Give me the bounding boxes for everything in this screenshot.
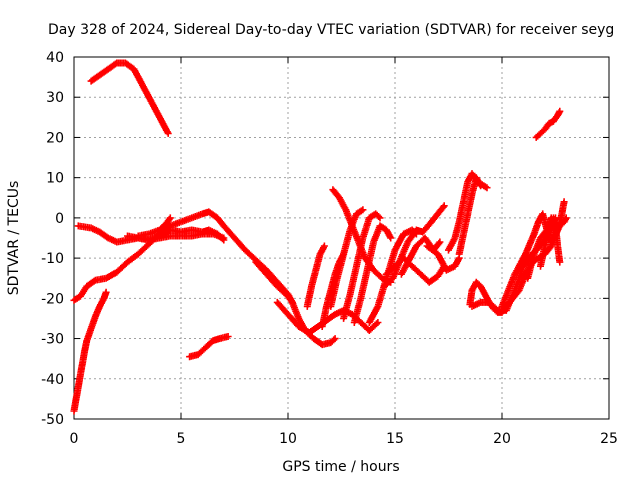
series-s23 xyxy=(455,174,485,258)
data-point-marks xyxy=(532,107,564,141)
series-s1 xyxy=(87,59,172,137)
series-s2 xyxy=(70,288,110,415)
x-tick-label: 25 xyxy=(600,431,618,447)
plot-frame xyxy=(73,56,610,420)
data-point-marks xyxy=(382,254,448,286)
x-tick-label: 15 xyxy=(386,431,404,447)
series-s30 xyxy=(532,107,564,141)
data-point-marks xyxy=(87,59,172,137)
y-tick-label: 0 xyxy=(55,211,64,227)
y-axis-label: SDTVAR / TECUs xyxy=(6,181,22,296)
x-tick-label: 20 xyxy=(493,431,511,447)
series-s7 xyxy=(186,333,232,361)
y-tick-label: -20 xyxy=(41,291,64,307)
series-s26 xyxy=(498,230,538,310)
data-point-marks xyxy=(303,242,328,310)
y-tick-label: 40 xyxy=(46,50,64,66)
data-point-marks xyxy=(350,222,395,326)
series-s17 xyxy=(329,186,395,286)
data-point-marks xyxy=(329,186,395,286)
series-s6 xyxy=(134,214,174,240)
data-point-marks xyxy=(530,210,570,246)
chart-title: Day 328 of 2024, Sidereal Day-to-day VTE… xyxy=(48,22,614,38)
x-tick-label: 5 xyxy=(177,431,186,447)
series-s8 xyxy=(252,258,296,306)
data-point-marks xyxy=(455,174,485,258)
y-tick-label: -30 xyxy=(41,332,64,348)
series-s21 xyxy=(423,242,463,274)
series-s29 xyxy=(530,210,570,246)
data-point-marks xyxy=(70,208,296,306)
y-tick-label: -40 xyxy=(41,372,64,388)
data-point-marks xyxy=(134,214,174,240)
axis-ticks: 0 5 10 15 20 25 -50 -40 -30 -20 -10 0 10 20 30 40 xyxy=(41,50,618,447)
series-s11 xyxy=(303,242,328,310)
x-tick-label: 10 xyxy=(279,431,297,447)
data-point-marks xyxy=(70,288,110,415)
series-s24 xyxy=(466,198,568,316)
x-axis-label: GPS time / hours xyxy=(282,459,399,475)
y-tick-label: 30 xyxy=(46,90,64,106)
y-tick-label: -10 xyxy=(41,251,64,267)
y-tick-label: 20 xyxy=(46,130,64,146)
data-point-marks xyxy=(186,333,232,361)
data-series xyxy=(70,59,570,415)
data-point-marks xyxy=(498,230,538,310)
data-point-marks xyxy=(466,198,568,316)
x-tick-label: 0 xyxy=(70,431,79,447)
data-point-marks xyxy=(423,242,463,274)
y-tick-label: -50 xyxy=(41,412,64,428)
series-s20 xyxy=(382,254,448,286)
series-s15 xyxy=(350,222,395,326)
data-point-marks xyxy=(252,258,296,306)
y-tick-label: 10 xyxy=(46,171,64,187)
series-s3 xyxy=(70,208,296,306)
